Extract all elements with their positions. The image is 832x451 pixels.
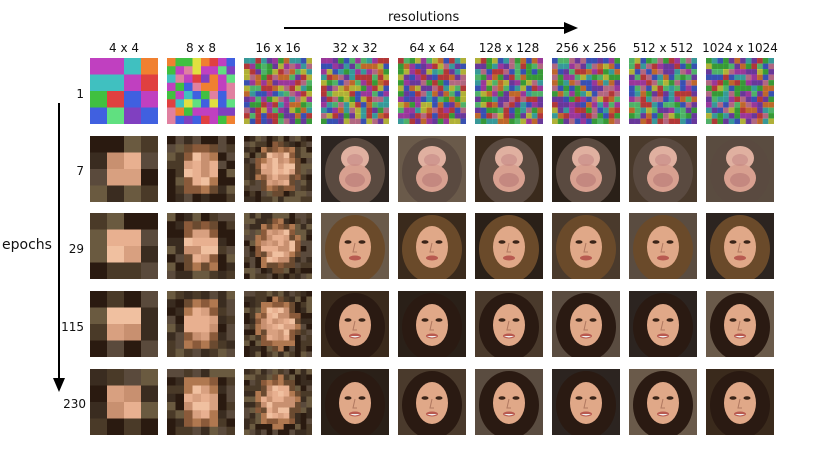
sample-image bbox=[321, 291, 389, 357]
sample-image bbox=[398, 213, 466, 279]
sample-image bbox=[629, 136, 697, 202]
sample-image bbox=[167, 291, 235, 357]
sample-image bbox=[90, 369, 158, 435]
sample-image bbox=[321, 369, 389, 435]
epochs-arrow-head bbox=[53, 378, 65, 392]
sample-image bbox=[90, 58, 158, 124]
row-label-230: 230 bbox=[63, 397, 86, 411]
sample-image bbox=[90, 291, 158, 357]
sample-image bbox=[167, 369, 235, 435]
sample-image bbox=[167, 213, 235, 279]
epochs-label: epochs bbox=[2, 237, 52, 253]
sample-image bbox=[629, 369, 697, 435]
sample-image bbox=[398, 58, 466, 124]
col-label-128: 128 x 128 bbox=[478, 41, 540, 55]
col-label-32: 32 x 32 bbox=[332, 41, 378, 55]
sample-image bbox=[629, 58, 697, 124]
sample-image bbox=[398, 136, 466, 202]
col-label-1024: 1024 x 1024 bbox=[702, 41, 778, 55]
row-label-29: 29 bbox=[68, 242, 84, 256]
sample-image bbox=[475, 369, 543, 435]
sample-image bbox=[552, 213, 620, 279]
col-label-256: 256 x 256 bbox=[555, 41, 617, 55]
resolutions-arrow-head bbox=[564, 22, 578, 34]
sample-image bbox=[475, 213, 543, 279]
sample-image bbox=[552, 136, 620, 202]
col-label-64: 64 x 64 bbox=[409, 41, 455, 55]
sample-image bbox=[475, 291, 543, 357]
sample-image bbox=[629, 291, 697, 357]
sample-image bbox=[475, 136, 543, 202]
sample-image bbox=[706, 136, 774, 202]
row-label-1: 1 bbox=[76, 87, 84, 101]
resolutions-label: resolutions bbox=[388, 10, 460, 25]
sample-image bbox=[90, 213, 158, 279]
sample-image bbox=[90, 136, 158, 202]
sample-image bbox=[552, 369, 620, 435]
row-label-115: 115 bbox=[61, 320, 84, 334]
col-label-16: 16 x 16 bbox=[255, 41, 301, 55]
sample-image bbox=[244, 213, 312, 279]
sample-image bbox=[321, 136, 389, 202]
col-label-8: 8 x 8 bbox=[186, 41, 216, 55]
sample-image bbox=[321, 58, 389, 124]
sample-image bbox=[706, 369, 774, 435]
sample-image bbox=[244, 136, 312, 202]
sample-image bbox=[398, 291, 466, 357]
sample-image bbox=[398, 369, 466, 435]
sample-image bbox=[244, 291, 312, 357]
sample-image bbox=[167, 58, 235, 124]
col-label-512: 512 x 512 bbox=[632, 41, 694, 55]
sample-image bbox=[706, 291, 774, 357]
sample-image bbox=[244, 369, 312, 435]
sample-image bbox=[321, 213, 389, 279]
sample-image bbox=[167, 136, 235, 202]
sample-image bbox=[475, 58, 543, 124]
row-label-7: 7 bbox=[76, 164, 84, 178]
sample-image bbox=[244, 58, 312, 124]
sample-image bbox=[706, 58, 774, 124]
sample-image bbox=[629, 213, 697, 279]
sample-image bbox=[552, 58, 620, 124]
sample-image bbox=[552, 291, 620, 357]
sample-image bbox=[706, 213, 774, 279]
col-label-4: 4 x 4 bbox=[109, 41, 139, 55]
